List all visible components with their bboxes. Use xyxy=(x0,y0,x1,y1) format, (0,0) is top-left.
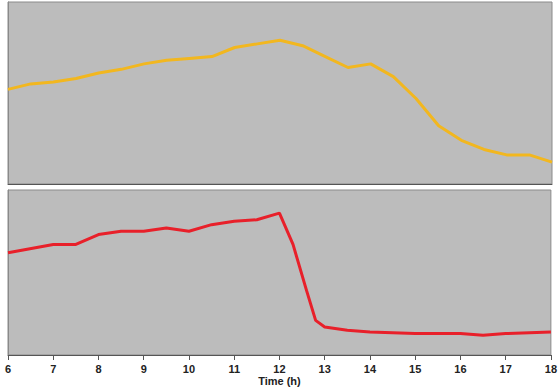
svg-text:6: 6 xyxy=(5,363,11,375)
svg-text:8: 8 xyxy=(95,363,101,375)
svg-text:18: 18 xyxy=(545,363,557,375)
svg-text:7: 7 xyxy=(50,363,56,375)
svg-text:9: 9 xyxy=(141,363,147,375)
svg-text:14: 14 xyxy=(364,363,377,375)
svg-text:11: 11 xyxy=(228,363,240,375)
svg-text:10: 10 xyxy=(183,363,195,375)
svg-text:15: 15 xyxy=(409,363,421,375)
svg-text:12: 12 xyxy=(273,363,285,375)
svg-text:Time (h): Time (h) xyxy=(258,375,301,387)
svg-text:16: 16 xyxy=(454,363,466,375)
svg-text:13: 13 xyxy=(319,363,331,375)
svg-text:17: 17 xyxy=(500,363,512,375)
